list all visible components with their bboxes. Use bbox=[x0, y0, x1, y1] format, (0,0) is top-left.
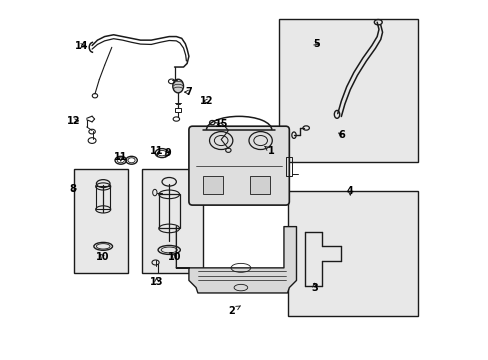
Text: 9: 9 bbox=[163, 148, 170, 158]
Bar bbox=[175, 108, 181, 112]
Text: 11: 11 bbox=[150, 146, 163, 156]
Bar bbox=[142, 169, 203, 273]
Text: 6: 6 bbox=[337, 130, 344, 140]
Text: 7: 7 bbox=[184, 87, 192, 97]
Text: 2: 2 bbox=[228, 306, 240, 316]
Text: 15: 15 bbox=[214, 120, 227, 129]
Text: 10: 10 bbox=[96, 252, 109, 262]
Text: 13: 13 bbox=[150, 277, 163, 287]
Text: 14: 14 bbox=[75, 41, 88, 50]
Bar bbox=[285, 157, 292, 176]
Text: 10: 10 bbox=[167, 252, 181, 262]
Text: 4: 4 bbox=[346, 186, 353, 196]
Bar bbox=[96, 186, 110, 209]
FancyBboxPatch shape bbox=[188, 126, 289, 205]
Text: 12: 12 bbox=[67, 116, 81, 126]
Bar bbox=[278, 19, 418, 162]
Ellipse shape bbox=[172, 79, 183, 93]
Bar bbox=[249, 176, 269, 194]
Bar bbox=[203, 176, 223, 194]
Text: 5: 5 bbox=[312, 39, 319, 49]
Bar bbox=[74, 169, 128, 273]
Text: 1: 1 bbox=[264, 146, 274, 156]
Bar bbox=[287, 191, 418, 316]
Polygon shape bbox=[176, 226, 296, 293]
Text: 3: 3 bbox=[310, 283, 317, 293]
Text: 12: 12 bbox=[200, 96, 213, 106]
Bar bbox=[159, 194, 179, 228]
Text: 11: 11 bbox=[114, 152, 127, 162]
Text: 8: 8 bbox=[69, 184, 76, 194]
